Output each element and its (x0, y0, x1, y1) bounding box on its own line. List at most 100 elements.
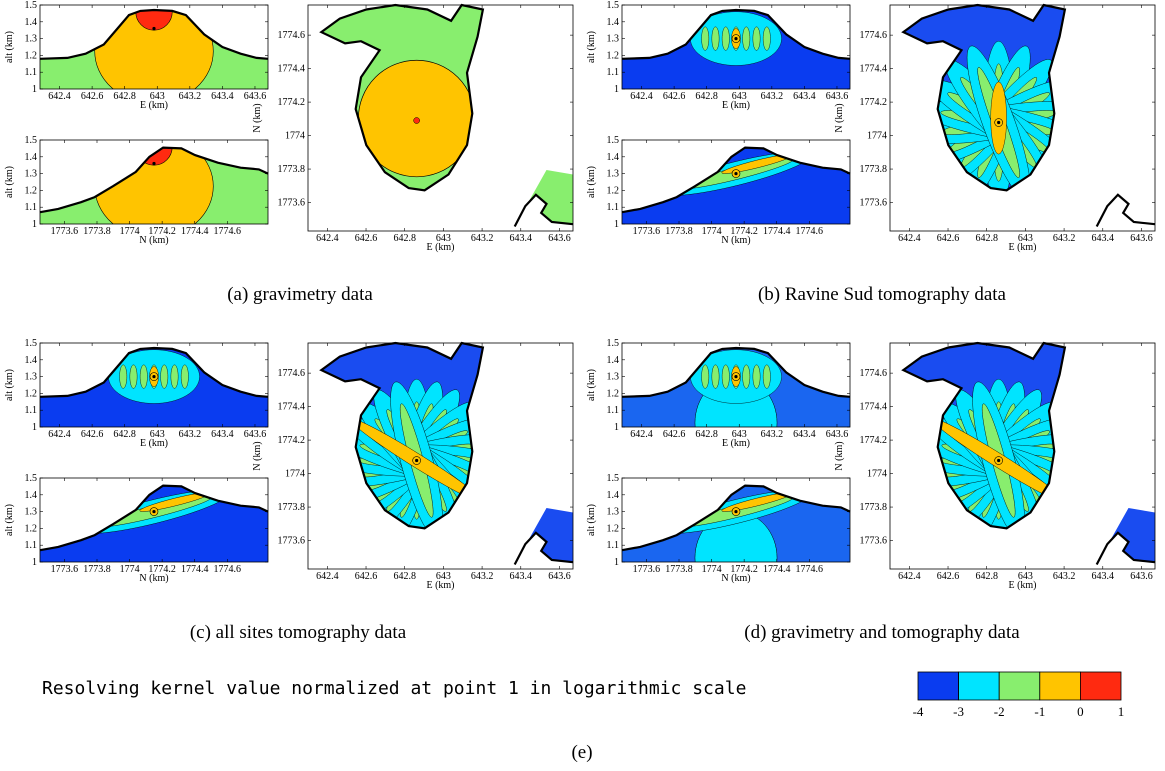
coast-fill (1096, 508, 1155, 565)
contour-fill (622, 10, 850, 89)
x-tick-label: 1774.4 (763, 564, 791, 575)
coastline (901, 3, 1067, 192)
contour-band (752, 364, 761, 389)
contour-band (180, 364, 189, 389)
x-tick-label: 1774.4 (181, 564, 209, 575)
colorbar-bin (1039, 671, 1081, 701)
y-tick-label: 1.3 (25, 507, 38, 518)
target-point (152, 375, 156, 379)
contour-band (119, 364, 128, 389)
x-tick-label: 643.4 (793, 429, 816, 440)
y-tick-label: 1.1 (25, 405, 38, 416)
x-axis-label: E (km) (140, 438, 168, 449)
target-point (415, 458, 419, 463)
x-tick-label: 1773.8 (83, 226, 111, 237)
y-tick-label: 1773.6 (860, 198, 888, 209)
y-tick-label: 1774.6 (860, 368, 888, 379)
y-tick-label: 1773.6 (278, 536, 306, 547)
x-tick-label: 642.8 (975, 571, 998, 582)
y-tick-label: 1774.2 (278, 435, 306, 446)
y-tick-label: 1.2 (25, 185, 38, 196)
y-tick-label: 1.2 (607, 388, 620, 399)
colorbar-bin (1080, 671, 1122, 701)
contour-fill (40, 348, 268, 427)
x-tick-label: 642.4 (898, 571, 921, 582)
x-tick-label: 1774.6 (214, 226, 242, 237)
x-tick-label: 642.8 (393, 233, 416, 244)
x-tick-label: 643.4 (211, 91, 234, 102)
map-view: 642.4 642.6 642.8 643 643.2 643.4 643.6 1773.6 1… (834, 3, 1156, 253)
axes-frame (889, 4, 1156, 232)
contour-band (752, 26, 761, 51)
panel-grav: 642.4 642.6 642.8 643 643.2 643.4 643.6 1 1.1 1.2… (4, 0, 574, 253)
x-tick-label: 1774.6 (796, 564, 824, 575)
y-tick-label: 1774.6 (860, 30, 888, 41)
y-tick-label: 1774.6 (278, 30, 306, 41)
target-point (997, 120, 1001, 125)
target-point (997, 458, 1001, 463)
x-tick-label: 1773.6 (633, 564, 661, 575)
contour-band (762, 364, 771, 389)
profile-east: 642.4 642.6 642.8 643 643.2 643.4 643.6 1 1.1 1.2… (586, 0, 851, 111)
x-tick-label: 1774.2 (730, 226, 758, 237)
y-tick-label: 1.5 (607, 338, 620, 349)
profile-east: 642.4 642.6 642.8 643 643.2 643.4 643.6 1 1.1 1.2… (4, 0, 269, 111)
contour-band (721, 26, 730, 51)
target-point (152, 26, 156, 31)
x-axis-label: E (km) (140, 100, 168, 111)
y-tick-label: 1 (32, 557, 37, 568)
x-tick-label: 642.8 (975, 233, 998, 244)
y-tick-label: 1.3 (607, 169, 620, 180)
x-tick-label: 1774.4 (181, 226, 209, 237)
y-tick-label: 1774.4 (860, 64, 888, 75)
caption-c: (c) all sites tomography data (190, 622, 407, 643)
y-tick-label: 1.4 (607, 17, 620, 28)
profile-north: 1773.6 1773.8 1774 1774.2 1774.4 1774.6 1 1.1 1.… (586, 135, 851, 246)
x-tick-label: 643.4 (1092, 233, 1115, 244)
x-tick-label: 643.6 (826, 429, 849, 440)
x-tick-label: 643.4 (510, 571, 533, 582)
x-tick-label: 643 (732, 429, 747, 440)
x-tick-label: 643 (436, 233, 451, 244)
contour-band (701, 364, 710, 389)
contour-band (990, 81, 1007, 155)
y-tick-label: 1.2 (25, 50, 38, 61)
x-tick-label: 643.6 (1130, 233, 1153, 244)
x-tick-label: 642.4 (898, 233, 921, 244)
y-tick-label: 1.3 (607, 507, 620, 518)
y-tick-label: 1774 (867, 469, 887, 480)
y-axis-label: alt (km) (4, 504, 15, 536)
x-tick-label: 642.8 (113, 429, 136, 440)
x-axis-label: E (km) (722, 100, 750, 111)
y-tick-label: 1.2 (607, 50, 620, 61)
y-tick-label: 1.4 (25, 490, 38, 501)
y-tick-label: 1774.4 (278, 64, 306, 75)
coastline-east (513, 193, 574, 228)
map-view: 642.4 642.6 642.8 643 643.2 643.4 643.6 1773.6 1… (252, 3, 574, 253)
contour-fill (903, 343, 1065, 529)
y-tick-label: 1 (614, 557, 619, 568)
target-point (734, 375, 738, 379)
x-tick-label: 643.6 (548, 233, 571, 244)
x-axis-label: E (km) (426, 242, 454, 253)
axes-frame (39, 477, 269, 563)
contour-fill (622, 485, 850, 562)
x-tick-label: 1773.8 (665, 226, 693, 237)
axes-frame (39, 342, 269, 428)
y-axis-label: alt (km) (4, 31, 15, 63)
target-point (734, 172, 738, 176)
colorbar-bin (998, 671, 1041, 701)
y-tick-label: 1773.8 (278, 164, 306, 175)
map-view: 642.4 642.6 642.8 643 643.2 643.4 643.6 1773.6 1… (252, 341, 574, 591)
y-tick-label: 1774.6 (278, 368, 306, 379)
x-tick-label: 643 (732, 91, 747, 102)
y-tick-label: 1.2 (607, 523, 620, 534)
panel-gravtomo: 642.4 642.6 642.8 643 643.2 643.4 643.6 1 1.1 1.2… (586, 338, 1156, 591)
profile-north: 1773.6 1773.8 1774 1774.2 1774.4 1774.6 1 1.1 1.… (586, 473, 851, 584)
contour-band (711, 364, 720, 389)
y-tick-label: 1.5 (607, 0, 620, 11)
x-tick-label: 643.2 (179, 91, 202, 102)
x-tick-label: 1773.6 (633, 226, 661, 237)
topography-line (39, 346, 269, 398)
axes-frame (621, 342, 851, 428)
